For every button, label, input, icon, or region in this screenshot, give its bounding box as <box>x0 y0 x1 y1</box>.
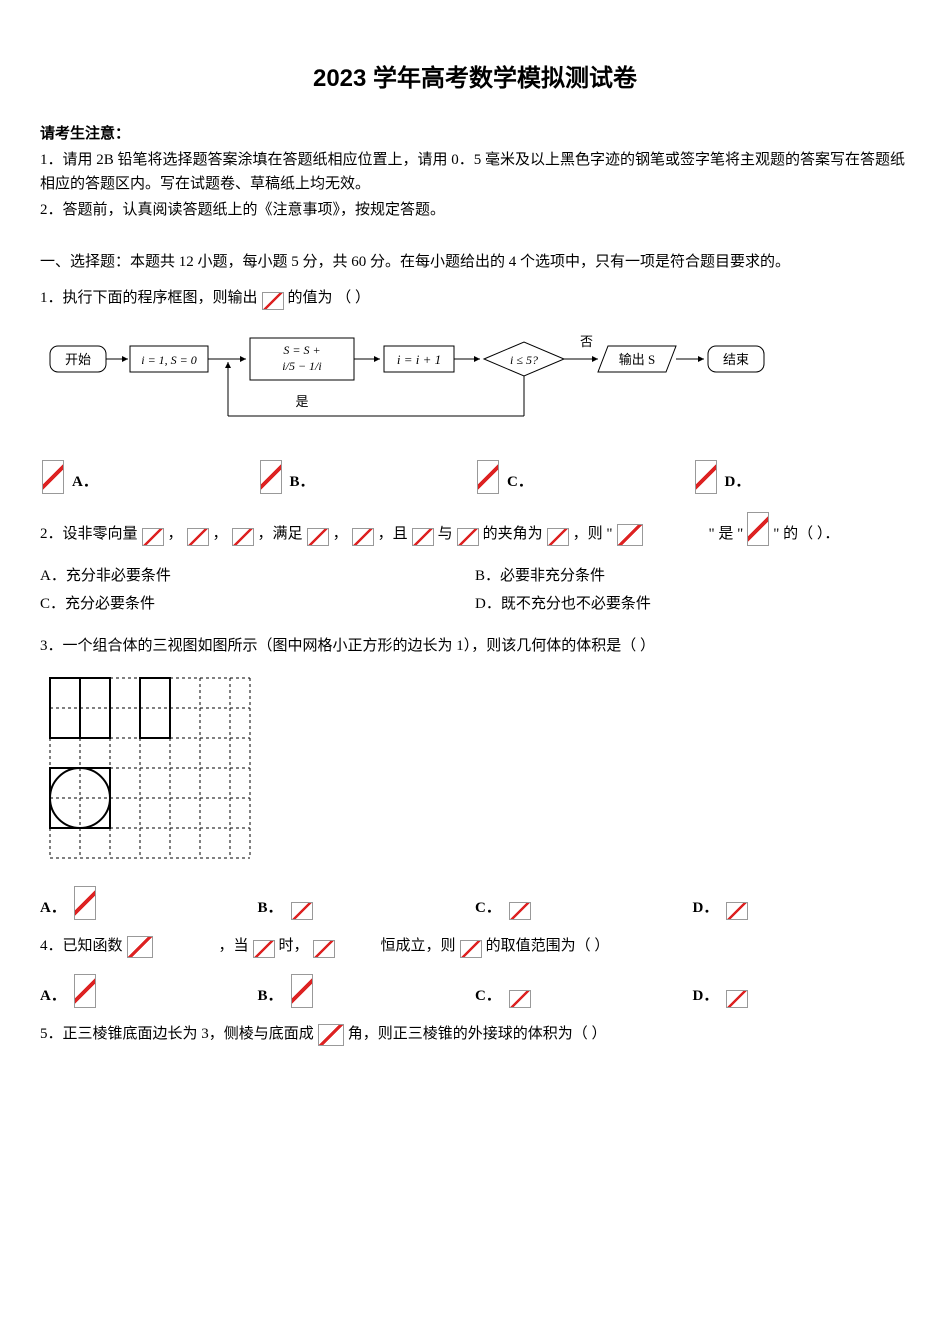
formula-placeholder <box>352 528 374 546</box>
q1-stem-b: 的值为 （ ） <box>288 286 371 310</box>
q2-options: A．充分非必要条件 B．必要非充分条件 C．充分必要条件 D．既不充分也不必要条… <box>40 564 910 620</box>
formula-placeholder <box>42 460 64 494</box>
formula-placeholder <box>262 292 284 310</box>
q2-a: 2．设非零向量 <box>40 522 138 546</box>
formula-placeholder <box>74 886 96 920</box>
svg-text:S = S +: S = S + <box>283 343 320 357</box>
opt-d: D． <box>693 896 719 920</box>
formula-placeholder <box>726 990 748 1008</box>
formula-placeholder <box>412 528 434 546</box>
formula-placeholder <box>547 528 569 546</box>
three-view-diagram <box>40 668 910 876</box>
formula-placeholder <box>457 528 479 546</box>
flow-no: 否 <box>580 334 593 349</box>
q2-i: ，则 " <box>573 522 613 546</box>
q2-h: 的夹角为 <box>483 522 543 546</box>
flow-end: 结束 <box>723 352 749 367</box>
q2-b: ， <box>168 522 183 546</box>
q1-options: A． B． C． D． <box>40 460 910 494</box>
opt-c: C． <box>475 896 501 920</box>
section-1-heading: 一、选择题：本题共 12 小题，每小题 5 分，共 60 分。在每小题给出的 4… <box>40 250 910 274</box>
q2-g: 与 <box>438 522 453 546</box>
q2-c: ， <box>213 522 228 546</box>
opt-a: A．充分非必要条件 <box>40 564 171 588</box>
flow-out: 输出 S <box>619 352 655 367</box>
opt-a: A． <box>40 896 66 920</box>
flow-start: 开始 <box>65 352 91 367</box>
opt-c: C． <box>475 984 501 1008</box>
opt-b: B． <box>258 984 283 1008</box>
formula-placeholder <box>307 528 329 546</box>
flow-inc: i = i + 1 <box>397 352 441 367</box>
formula-placeholder <box>726 902 748 920</box>
flowchart-diagram: 开始 i = 1, S = 0 S = S + i/5 − 1/i i = i … <box>40 324 910 442</box>
opt-b: B． <box>258 896 283 920</box>
formula-placeholder <box>747 512 769 546</box>
flow-cond: i ≤ 5? <box>510 353 538 367</box>
formula-placeholder <box>127 936 153 958</box>
formula-placeholder <box>260 460 282 494</box>
q3-options: A． B． C． D． <box>40 886 910 920</box>
svg-text:i/5 − 1/i: i/5 − 1/i <box>282 359 321 373</box>
formula-placeholder <box>318 1024 344 1046</box>
formula-placeholder <box>253 940 275 958</box>
question-1: 1．执行下面的程序框图，则输出 的值为 （ ） 开始 i = 1, S = 0 … <box>40 286 910 494</box>
opt-d: D． <box>693 984 719 1008</box>
instruction-line: 1．请用 2B 铅笔将选择题答案涂填在答题纸相应位置上，请用 0．5 毫米及以上… <box>40 148 910 196</box>
flow-yes: 是 <box>295 394 308 409</box>
opt-d: D． <box>725 470 751 494</box>
formula-placeholder <box>617 524 643 546</box>
opt-d: D．既不充分也不必要条件 <box>475 592 651 616</box>
formula-placeholder <box>187 528 209 546</box>
instructions-heading: 请考生注意： <box>40 122 910 146</box>
formula-placeholder <box>232 528 254 546</box>
opt-b: B． <box>290 470 315 494</box>
opt-a: A． <box>40 984 66 1008</box>
formula-placeholder <box>509 990 531 1008</box>
formula-placeholder <box>74 974 96 1008</box>
instructions-block: 1．请用 2B 铅笔将选择题答案涂填在答题纸相应位置上，请用 0．5 毫米及以上… <box>40 148 910 222</box>
q4-b: ，当 <box>219 934 249 958</box>
q2-j: " 是 " <box>709 522 744 546</box>
formula-placeholder <box>291 902 313 920</box>
question-2: 2．设非零向量 ， ， ，满足 ， ，且 与 的夹角为 ，则 " " 是 " "… <box>40 512 910 620</box>
q2-d: ，满足 <box>258 522 303 546</box>
formula-placeholder <box>695 460 717 494</box>
formula-placeholder <box>477 460 499 494</box>
q4-e: 的取值范围为（ ） <box>486 934 610 958</box>
q4-a: 4．已知函数 <box>40 934 123 958</box>
opt-a: A． <box>72 470 98 494</box>
formula-placeholder <box>142 528 164 546</box>
flow-init: i = 1, S = 0 <box>141 353 197 367</box>
q5-b: 角，则正三棱锥的外接球的体积为（ ） <box>348 1022 607 1046</box>
q1-stem-a: 1．执行下面的程序框图，则输出 <box>40 286 258 310</box>
instruction-line: 2．答题前，认真阅读答题纸上的《注意事项》，按规定答题。 <box>40 198 910 222</box>
question-5: 5．正三棱锥底面边长为 3，侧棱与底面成 角，则正三棱锥的外接球的体积为（ ） <box>40 1022 910 1046</box>
question-3: 3．一个组合体的三视图如图所示（图中网格小正方形的边长为 1），则该几何体的体积… <box>40 634 910 920</box>
q4-c: 时， <box>279 934 309 958</box>
formula-placeholder <box>509 902 531 920</box>
q2-k: " 的（ ）． <box>773 522 839 546</box>
q3-stem: 3．一个组合体的三视图如图所示（图中网格小正方形的边长为 1），则该几何体的体积… <box>40 634 910 658</box>
opt-c: C． <box>507 470 533 494</box>
opt-c: C．充分必要条件 <box>40 592 155 616</box>
formula-placeholder <box>460 940 482 958</box>
formula-placeholder <box>291 974 313 1008</box>
page-title: 2023 学年高考数学模拟测试卷 <box>40 60 910 98</box>
question-4: 4．已知函数 ，当 时， 恒成立，则 的取值范围为（ ） A． B． C． D． <box>40 934 910 1008</box>
q2-f: ，且 <box>378 522 408 546</box>
q4-options: A． B． C． D． <box>40 974 910 1008</box>
q5-a: 5．正三棱锥底面边长为 3，侧棱与底面成 <box>40 1022 314 1046</box>
q2-e: ， <box>333 522 348 546</box>
q4-d: 恒成立，则 <box>381 934 456 958</box>
formula-placeholder <box>313 940 335 958</box>
opt-b: B．必要非充分条件 <box>475 564 605 588</box>
